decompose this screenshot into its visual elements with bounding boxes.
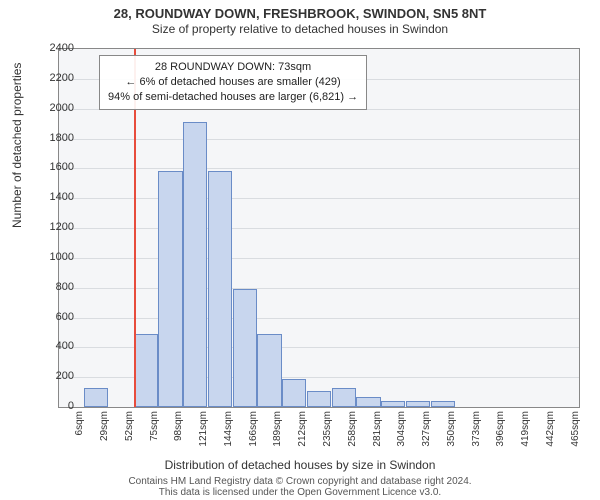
y-tick-label: 1000 [28,251,74,263]
x-axis-caption: Distribution of detached houses by size … [0,458,600,472]
x-tick-label: 373sqm [471,411,482,447]
footer-line-2: This data is licensed under the Open Gov… [0,487,600,498]
x-tick-label: 258sqm [347,411,358,447]
gridline [59,258,579,259]
y-tick-label: 2400 [28,42,74,54]
y-tick-label: 2000 [28,102,74,114]
x-tick-label: 442sqm [545,411,556,447]
x-tick-label: 166sqm [248,411,259,447]
histogram-bar [307,391,331,407]
histogram-bar [381,401,405,407]
x-tick-label: 52sqm [124,411,135,441]
y-axis-label: Number of detached properties [10,63,24,228]
x-tick-label: 396sqm [495,411,506,447]
histogram-bar [282,379,306,407]
callout-line-smaller: ← 6% of detached houses are smaller (429… [108,75,358,90]
footer-line-1: Contains HM Land Registry data © Crown c… [0,476,600,487]
y-tick-label: 200 [28,370,74,382]
gridline [59,198,579,199]
histogram-bar [158,171,182,407]
histogram-bar [84,388,108,407]
y-tick-label: 800 [28,281,74,293]
histogram-bar [406,401,430,407]
x-tick-label: 304sqm [396,411,407,447]
x-tick-label: 465sqm [570,411,581,447]
title-sub: Size of property relative to detached ho… [0,22,600,37]
y-tick-label: 1800 [28,132,74,144]
histogram-bar [332,388,356,407]
gridline [59,288,579,289]
x-tick-label: 29sqm [99,411,110,441]
histogram-bar [233,289,257,407]
histogram-bar [134,334,158,407]
y-tick-label: 0 [28,400,74,412]
x-tick-label: 121sqm [198,411,209,447]
y-tick-label: 600 [28,311,74,323]
callout-line-size: 28 ROUNDWAY DOWN: 73sqm [108,60,358,75]
x-tick-label: 189sqm [272,411,283,447]
gridline [59,228,579,229]
y-tick-label: 1600 [28,161,74,173]
x-tick-label: 327sqm [421,411,432,447]
x-tick-label: 419sqm [520,411,531,447]
histogram-bar [208,171,232,407]
title-main: 28, ROUNDWAY DOWN, FRESHBROOK, SWINDON, … [0,6,600,22]
y-tick-label: 400 [28,340,74,352]
property-callout-box: 28 ROUNDWAY DOWN: 73sqm ← 6% of detached… [99,55,367,110]
histogram-bar [183,122,207,407]
histogram-bar [356,397,380,407]
x-tick-label: 98sqm [173,411,184,441]
x-tick-label: 235sqm [322,411,333,447]
y-tick-label: 1200 [28,221,74,233]
footer-attribution: Contains HM Land Registry data © Crown c… [0,476,600,498]
x-tick-label: 144sqm [223,411,234,447]
title-block: 28, ROUNDWAY DOWN, FRESHBROOK, SWINDON, … [0,0,600,37]
gridline [59,318,579,319]
x-tick-label: 212sqm [297,411,308,447]
y-tick-label: 1400 [28,191,74,203]
gridline [59,139,579,140]
y-tick-label: 2200 [28,72,74,84]
callout-line-larger: 94% of semi-detached houses are larger (… [108,90,358,105]
x-tick-label: 281sqm [372,411,383,447]
x-tick-label: 75sqm [149,411,160,441]
gridline [59,168,579,169]
histogram-bar [431,401,455,407]
chart-plot-area: 6sqm29sqm52sqm75sqm98sqm121sqm144sqm166s… [58,48,580,408]
histogram-bar [257,334,281,407]
x-tick-label: 350sqm [446,411,457,447]
x-tick-label: 6sqm [74,411,85,435]
